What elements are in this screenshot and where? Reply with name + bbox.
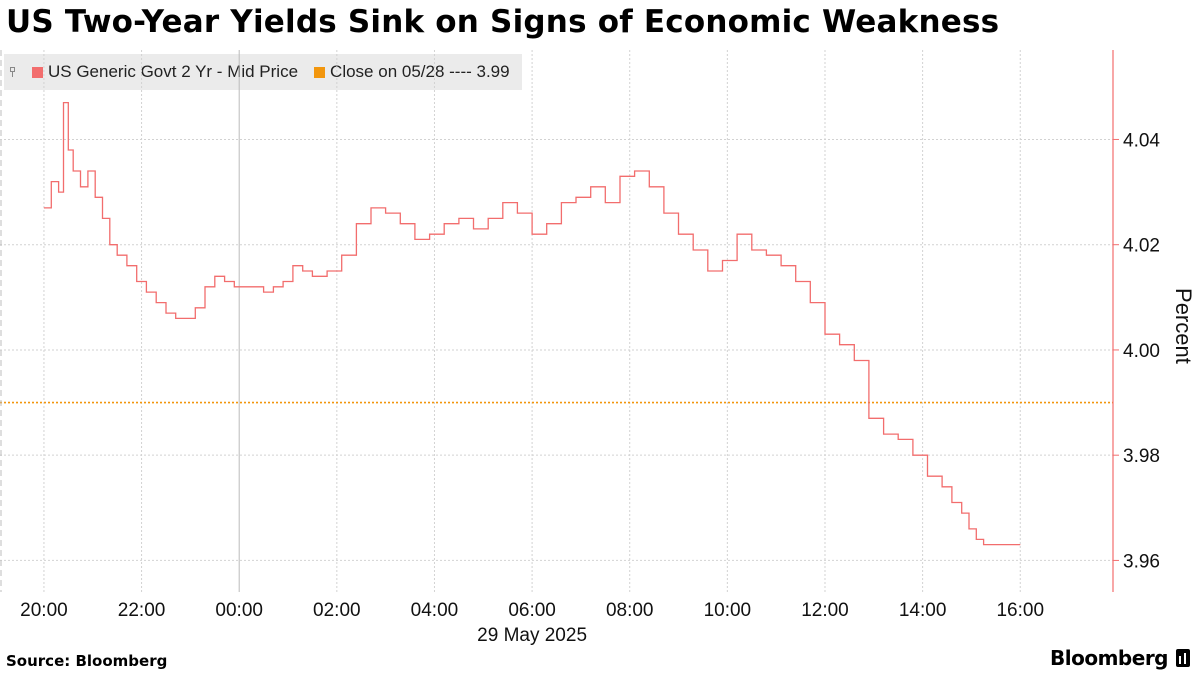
- x-tick-label: 16:00: [996, 600, 1044, 621]
- legend: US Generic Govt 2 Yr - Mid Price Close o…: [4, 54, 522, 90]
- x-tick-label: 10:00: [704, 600, 752, 621]
- source-note: Source: Bloomberg: [6, 652, 168, 670]
- x-tick-label: 20:00: [20, 600, 68, 621]
- y-tick-label: 4.02: [1123, 236, 1160, 257]
- brand-text: Bloomberg: [1050, 646, 1168, 670]
- x-tick-label: 14:00: [899, 600, 947, 621]
- x-tick-label: 12:00: [801, 600, 849, 621]
- y-tick-label: 3.96: [1123, 551, 1160, 572]
- x-tick-label: 08:00: [606, 600, 654, 621]
- legend-item-series[interactable]: US Generic Govt 2 Yr - Mid Price: [32, 62, 298, 82]
- brand-logo: Bloomberg: [1050, 646, 1190, 670]
- grid: [0, 50, 1113, 592]
- y-axis-ticks: 4.04 4.02 4.00 3.98 3.96: [1113, 130, 1160, 572]
- pin-icon[interactable]: [10, 67, 16, 77]
- x-axis-date-label: 29 May 2025: [477, 625, 587, 646]
- series-line-group: [43, 101, 1021, 546]
- legend-swatch-series: [32, 66, 43, 78]
- legend-item-close[interactable]: Close on 05/28 ---- 3.99: [314, 62, 510, 82]
- y-tick-label: 4.00: [1123, 341, 1160, 362]
- x-tick-label: 06:00: [508, 600, 556, 621]
- legend-label-series: US Generic Govt 2 Yr - Mid Price: [48, 62, 299, 81]
- x-tick-label: 04:00: [411, 600, 459, 621]
- legend-swatch-close: [314, 66, 326, 78]
- legend-label-close: Close on 05/28 ---- 3.99: [330, 62, 510, 81]
- axes: [0, 50, 1114, 592]
- chart-title: US Two-Year Yields Sink on Signs of Econ…: [6, 4, 1000, 40]
- x-tick-label: 02:00: [313, 600, 361, 621]
- y-tick-label: 3.98: [1123, 446, 1160, 467]
- y-tick-label: 4.04: [1123, 130, 1160, 151]
- x-axis-ticks: 20:00 22:00 00:00 02:00 04:00 06:00 08:00 10:00…: [20, 600, 1044, 621]
- x-tick-label: 22:00: [118, 600, 166, 621]
- series-line: [43, 101, 1021, 546]
- x-tick-label: 00:00: [215, 600, 263, 621]
- bar-chart-icon: [1176, 649, 1190, 667]
- y-axis-label: Percent: [1171, 288, 1196, 364]
